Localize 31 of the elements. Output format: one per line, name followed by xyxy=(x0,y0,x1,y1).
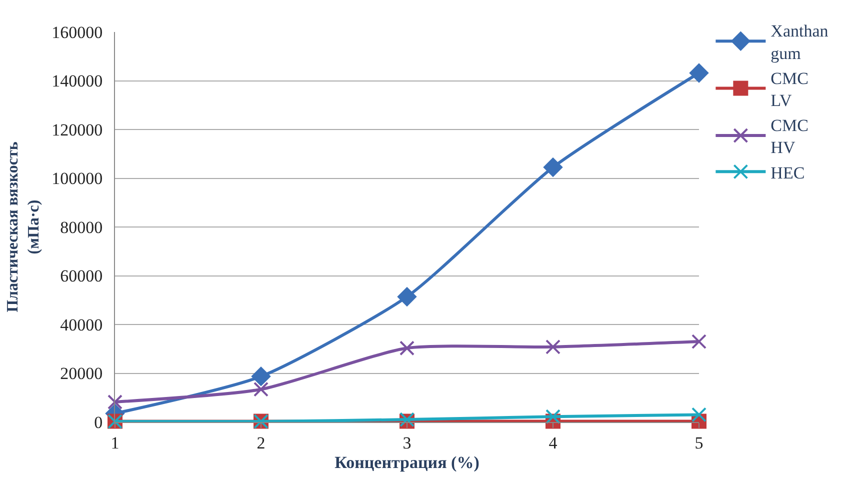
legend-label: Xanthan gum xyxy=(770,22,829,63)
x-axis-title: Концентрация (%) xyxy=(334,452,480,472)
y-tick-label: 160000 xyxy=(52,22,103,42)
point xyxy=(108,394,122,410)
y-tick-label: 80000 xyxy=(60,218,103,237)
point xyxy=(254,382,268,397)
y-tick-label: 120000 xyxy=(52,120,103,140)
point xyxy=(252,366,270,386)
y-tick-label: 40000 xyxy=(60,315,103,334)
legend-label: CMC HV xyxy=(770,116,808,158)
y-tick-label: 0 xyxy=(94,412,103,432)
point xyxy=(692,407,706,422)
y-tick-label: 20000 xyxy=(60,364,103,384)
x-tick-label: 3 xyxy=(402,433,412,452)
y-tick-label: 60000 xyxy=(60,266,103,286)
point xyxy=(544,158,562,177)
x-tick-label: 2 xyxy=(256,433,266,452)
y-tick-label: 140000 xyxy=(52,72,103,91)
point xyxy=(692,334,706,350)
point xyxy=(546,409,560,424)
point xyxy=(400,340,414,356)
point xyxy=(546,339,560,354)
legend-label: CMC LV xyxy=(770,68,808,110)
x-tick-label: 5 xyxy=(694,433,704,452)
y-axis-title: Пластическая вязкость (мПа·с) xyxy=(4,141,42,312)
point xyxy=(690,64,708,82)
point xyxy=(398,287,416,306)
legend-label: HEC xyxy=(770,163,805,182)
x-tick-label: 1 xyxy=(110,433,120,452)
y-tick-label: 100000 xyxy=(52,169,103,188)
x-tick-label: 4 xyxy=(548,433,558,452)
